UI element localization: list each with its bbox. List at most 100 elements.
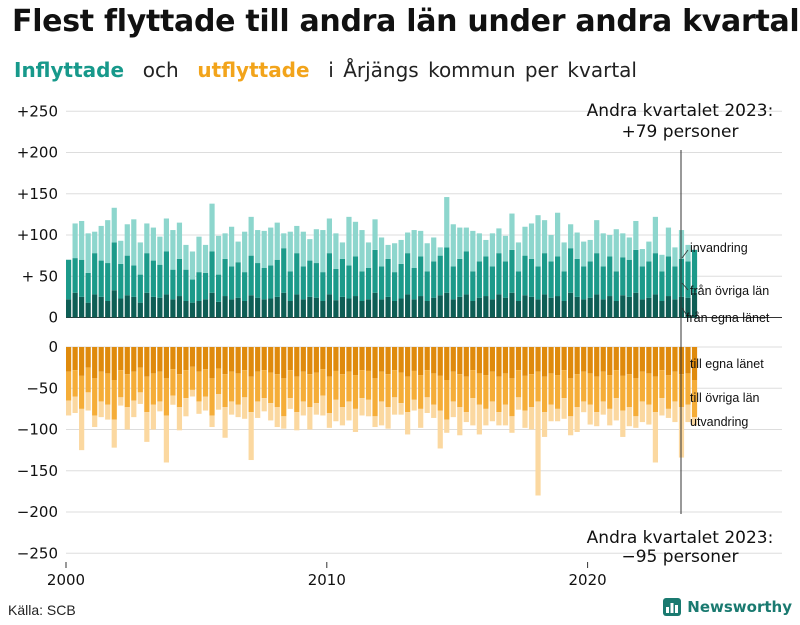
bar-utflyttade-2 — [561, 398, 567, 419]
bar-inflyttade-1 — [535, 266, 541, 300]
bar-utflyttade-2 — [450, 401, 456, 418]
bar-utflyttade-1 — [665, 375, 672, 409]
bar-inflyttade-1 — [665, 256, 672, 297]
bar-inflyttade-1 — [620, 257, 626, 296]
bar-utflyttade-2 — [281, 416, 287, 429]
bar-utflyttade-1 — [613, 370, 619, 399]
bar-inflyttade-0 — [144, 292, 150, 318]
bar-utflyttade-0 — [392, 347, 398, 371]
bar-utflyttade-2 — [398, 403, 404, 415]
xtick-label: 2010 — [308, 571, 346, 589]
bar-inflyttade-0 — [365, 299, 372, 318]
bar-inflyttade-0 — [463, 294, 469, 318]
bar-inflyttade-1 — [470, 271, 476, 301]
bar-inflyttade-1 — [561, 271, 567, 301]
bar-utflyttade-0 — [626, 347, 632, 375]
bar-utflyttade-2 — [346, 401, 352, 421]
bar-inflyttade-1 — [333, 268, 339, 301]
bar-inflyttade-0 — [411, 299, 417, 318]
bar-utflyttade-2 — [131, 400, 137, 418]
bar-utflyttade-1 — [150, 373, 156, 405]
top-ytick-label: +150 — [17, 185, 58, 203]
bar-inflyttade-2 — [496, 228, 502, 254]
bar-utflyttade-1 — [548, 373, 554, 405]
bar-inflyttade-2 — [548, 235, 554, 262]
bar-utflyttade-2 — [665, 408, 672, 418]
bar-inflyttade-2 — [189, 251, 196, 280]
bar-inflyttade-1 — [385, 258, 391, 297]
bar-inflyttade-1 — [639, 266, 645, 300]
bar-inflyttade-0 — [176, 296, 183, 318]
bar-utflyttade-1 — [189, 366, 196, 390]
bar-inflyttade-0 — [489, 299, 495, 318]
bar-utflyttade-0 — [144, 347, 150, 377]
bar-utflyttade-0 — [339, 347, 346, 375]
bar-inflyttade-2 — [594, 220, 600, 254]
bar-inflyttade-1 — [613, 271, 619, 301]
bar-inflyttade-2 — [196, 236, 202, 273]
bar-utflyttade-0 — [137, 347, 143, 368]
bar-inflyttade-1 — [594, 253, 600, 295]
bar-utflyttade-0 — [659, 347, 665, 371]
bar-utflyttade-1 — [659, 370, 665, 399]
bar-inflyttade-1 — [646, 261, 652, 298]
bar-utflyttade-1 — [248, 376, 254, 413]
bar-inflyttade-2 — [313, 229, 319, 264]
bar-inflyttade-1 — [196, 272, 202, 301]
bar-utflyttade-0 — [541, 347, 548, 377]
bar-inflyttade-2 — [176, 222, 183, 259]
bar-utflyttade-0 — [385, 347, 391, 375]
bar-inflyttade-1 — [137, 274, 143, 303]
series-label-fran-egna: från egna länet — [686, 311, 770, 325]
bar-inflyttade-0 — [502, 297, 509, 318]
bar-inflyttade-2 — [235, 241, 241, 263]
bar-inflyttade-1 — [124, 255, 130, 296]
subtitle-och: och — [142, 58, 179, 82]
bar-inflyttade-1 — [528, 258, 535, 297]
bar-inflyttade-1 — [261, 268, 267, 300]
bar-utflyttade-2 — [489, 401, 495, 422]
bar-inflyttade-1 — [209, 251, 215, 293]
chart-subtitle: Inflyttade och utflyttade i Årjängs komm… — [14, 58, 637, 82]
bar-inflyttade-1 — [626, 259, 632, 297]
bar-inflyttade-1 — [555, 256, 561, 297]
bar-utflyttade-1 — [124, 374, 130, 408]
bar-utflyttade-2 — [98, 401, 104, 418]
bar-inflyttade-2 — [607, 235, 613, 257]
bar-utflyttade-2 — [555, 408, 561, 422]
bar-utflyttade-0 — [424, 347, 430, 371]
bar-inflyttade-1 — [489, 266, 495, 300]
bar-utflyttade-0 — [528, 347, 535, 375]
bar-inflyttade-1 — [431, 261, 437, 298]
bar-utflyttade-1 — [385, 374, 391, 408]
bar-inflyttade-0 — [574, 296, 580, 318]
newsworthy-logo[interactable]: Newsworthy — [663, 598, 792, 616]
bar-utflyttade-2 — [170, 395, 176, 405]
bar-utflyttade-2 — [255, 401, 261, 418]
bar-utflyttade-2 — [261, 398, 267, 412]
bar-utflyttade-0 — [561, 347, 567, 371]
bar-utflyttade-1 — [476, 373, 482, 405]
bar-utflyttade-0 — [411, 347, 417, 371]
bar-utflyttade-1 — [568, 378, 574, 417]
bar-inflyttade-2 — [405, 232, 411, 254]
bar-inflyttade-2 — [613, 229, 619, 272]
bar-utflyttade-2 — [196, 401, 202, 414]
bar-inflyttade-0 — [639, 299, 645, 318]
bar-utflyttade-0 — [535, 347, 541, 372]
bar-utflyttade-0 — [613, 347, 619, 371]
bar-utflyttade-0 — [222, 347, 228, 375]
bar-utflyttade-1 — [79, 375, 85, 409]
bar-utflyttade-1 — [633, 378, 639, 417]
bar-inflyttade-0 — [691, 292, 698, 318]
bar-utflyttade-2 — [594, 412, 600, 427]
bar-inflyttade-2 — [639, 249, 645, 267]
bar-inflyttade-2 — [463, 227, 469, 252]
bar-inflyttade-0 — [320, 301, 326, 318]
bar-inflyttade-1 — [313, 263, 319, 298]
bar-utflyttade-0 — [365, 347, 372, 371]
bar-utflyttade-0 — [515, 347, 522, 371]
bar-utflyttade-2 — [607, 408, 613, 426]
bar-inflyttade-1 — [502, 261, 509, 298]
bar-utflyttade-0 — [509, 347, 515, 379]
